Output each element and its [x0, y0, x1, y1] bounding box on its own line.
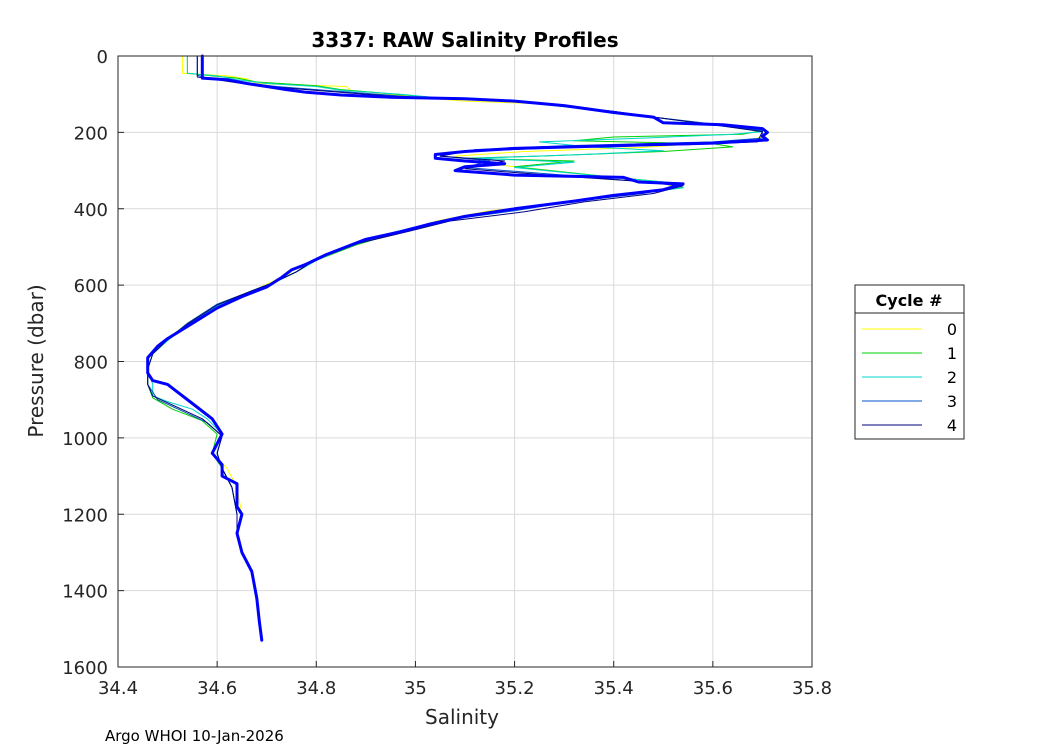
legend-label: 2: [947, 368, 957, 387]
chart-title: 3337: RAW Salinity Profiles: [311, 28, 618, 52]
y-tick-label: 400: [74, 200, 108, 221]
y-tick-label: 1000: [62, 429, 108, 450]
y-tick-label: 200: [74, 123, 108, 144]
legend-title: Cycle #: [876, 291, 943, 310]
y-tick-label: 1200: [62, 505, 108, 526]
y-tick-label: 0: [97, 47, 108, 68]
x-tick-label: 34.6: [197, 678, 237, 699]
legend-box: [854, 284, 965, 440]
y-axis-label: Pressure (dbar): [24, 284, 48, 437]
x-tick-label: 35.6: [693, 678, 733, 699]
legend-label: 1: [947, 344, 957, 363]
legend-label: 4: [947, 416, 957, 435]
plot-frame: [117, 55, 813, 668]
x-axis-label: Salinity: [425, 705, 499, 729]
y-tick-label: 600: [74, 276, 108, 297]
series-lines: [146, 54, 769, 642]
legend-label: 0: [947, 320, 957, 339]
y-tick-label: 1600: [62, 658, 108, 679]
y-tick-label: 1400: [62, 582, 108, 603]
x-tick-label: 35: [404, 678, 427, 699]
legend-items: 0 1 2 3 4: [862, 320, 957, 435]
legend: Cycle # 0 1 2 3 4: [854, 284, 965, 440]
x-tick-label: 34.8: [296, 678, 336, 699]
x-tick-label: 35.2: [495, 678, 535, 699]
y-tick-label: 800: [74, 353, 108, 374]
x-tick-label: 35.4: [594, 678, 634, 699]
y-tick-labels: 0 200 400 600 800 1000 1200 1400 1600: [62, 47, 108, 679]
legend-label: 3: [947, 392, 957, 411]
x-tick-label: 34.4: [98, 678, 138, 699]
x-tick-label: 35.8: [792, 678, 832, 699]
footer-credit: Argo WHOI 10-Jan-2026: [105, 727, 284, 745]
x-tick-labels: 34.4 34.6 34.8 35 35.2 35.4 35.6 35.8: [98, 678, 832, 699]
series-line-highlight: [146, 54, 769, 642]
